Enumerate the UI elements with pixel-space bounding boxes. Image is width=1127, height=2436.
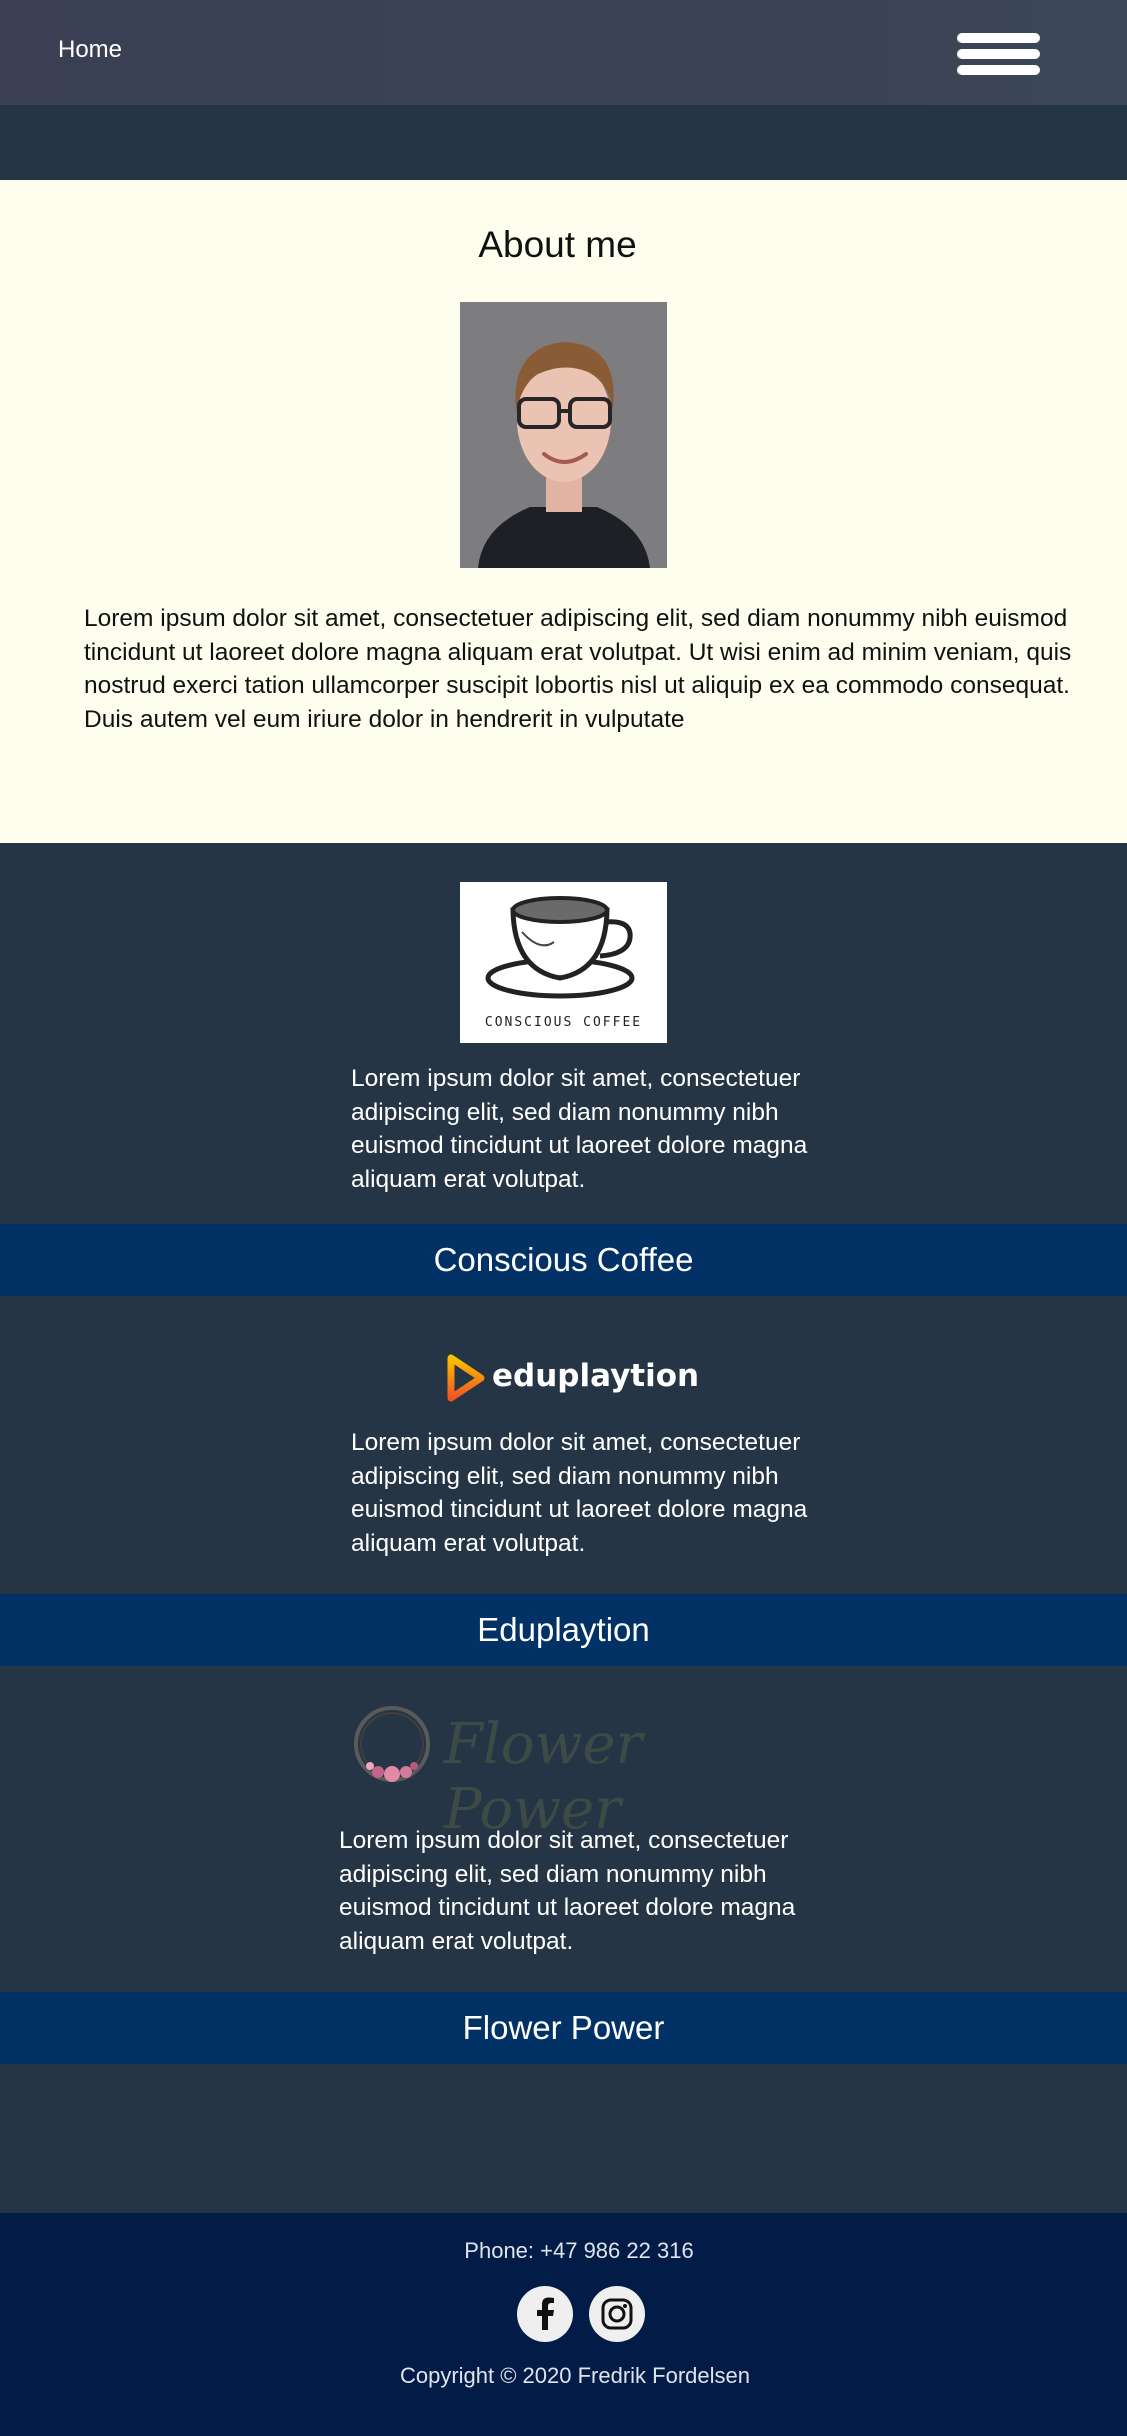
eduplaytion-description: Lorem ipsum dolor sit amet, consectetuer… (351, 1429, 808, 1557)
conscious-coffee-logo: CONSCIOUS COFFEE (460, 882, 667, 1043)
profile-photo (460, 302, 667, 568)
play-triangle-icon (447, 1354, 485, 1402)
hamburger-menu-icon[interactable] (957, 33, 1040, 75)
conscious-coffee-title-band[interactable]: Conscious Coffee (0, 1224, 1127, 1296)
footer: Phone: +47 986 22 316 Copyright © 2020 F… (0, 2213, 1127, 2436)
flower-power-title-band[interactable]: Flower Power (0, 1992, 1127, 2064)
flower-wreath-icon (354, 1706, 430, 1782)
flower-power-logo-text: Flower Power (444, 1712, 643, 1842)
eduplaytion-logo-text: eduplaytion (492, 1358, 700, 1394)
eduplaytion-logo: eduplaytion (447, 1354, 699, 1402)
eduplaytion-title-band[interactable]: Eduplaytion (0, 1594, 1127, 1666)
about-title: About me (478, 224, 637, 265)
phone-number: Phone: +47 986 22 316 (464, 2238, 694, 2263)
facebook-icon[interactable] (517, 2286, 573, 2342)
home-link[interactable]: Home (58, 36, 123, 63)
about-text: Lorem ipsum dolor sit amet, consectetuer… (84, 605, 1072, 733)
flower-power-logo: Flower Power (348, 1700, 758, 1842)
top-navbar: Home (0, 0, 1127, 105)
flower-power-description: Lorem ipsum dolor sit amet, consectetuer… (339, 1827, 796, 1955)
conscious-coffee-logo-text: CONSCIOUS COFFEE (484, 1015, 643, 1030)
coffee-cup-icon (485, 896, 635, 999)
conscious-coffee-description: Lorem ipsum dolor sit amet, consectetuer… (351, 1065, 808, 1193)
instagram-icon[interactable] (589, 2286, 645, 2342)
about-section: About me Lorem ipsum dolor sit amet, con… (0, 180, 1127, 843)
copyright-text: Copyright © 2020 Fredrik Fordelsen (399, 2363, 751, 2388)
